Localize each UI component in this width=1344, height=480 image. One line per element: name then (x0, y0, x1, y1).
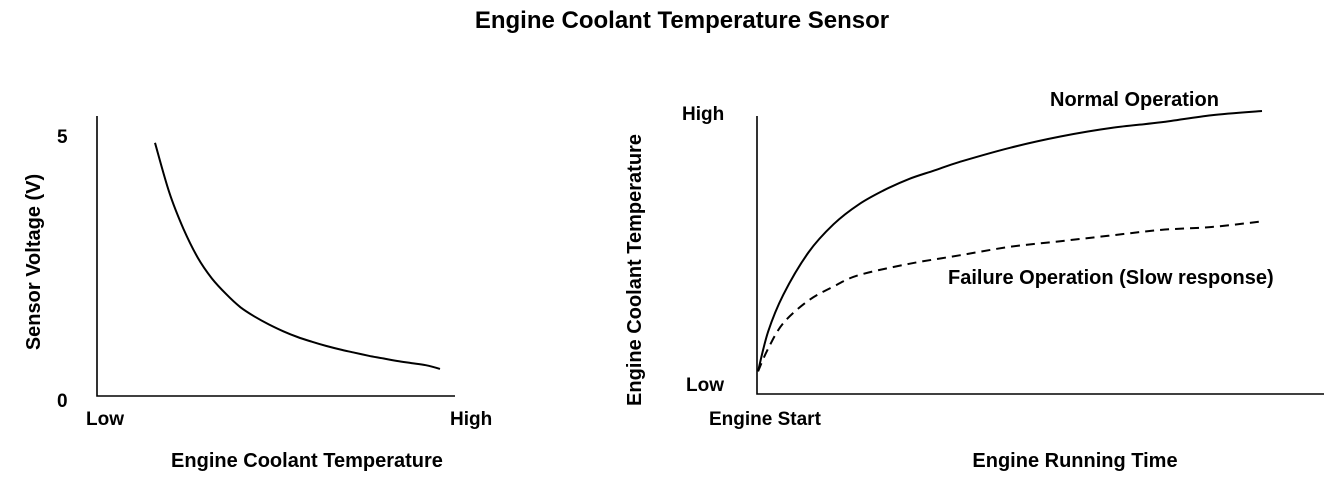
chart-title: Engine Coolant Temperature Sensor (475, 7, 889, 34)
normal-operation-curve (757, 110, 1263, 372)
left-y-tick-low: 0 (57, 391, 68, 412)
right-axes (756, 116, 1324, 395)
normal-operation-label: Normal Operation (1050, 89, 1219, 111)
left-y-tick-high: 5 (57, 127, 68, 148)
failure-operation-curve (757, 220, 1263, 372)
left-x-tick-high: High (450, 409, 492, 430)
left-x-axis-label: Engine Coolant Temperature (171, 450, 443, 472)
right-x-axis-label: Engine Running Time (972, 450, 1177, 472)
left-axes (96, 116, 455, 397)
failure-operation-label: Failure Operation (Slow response) (948, 267, 1274, 289)
right-y-tick-low: Low (686, 375, 724, 396)
right-chart: High Low Engine Start Engine Running Tim… (624, 89, 1324, 472)
right-x-tick-engine-start: Engine Start (709, 409, 822, 430)
right-y-axis-label: Engine Coolant Temperature (624, 134, 646, 406)
left-chart: 5 0 Low High Engine Coolant Temperature … (23, 116, 492, 472)
left-y-axis-label: Sensor Voltage (V) (23, 174, 45, 350)
sensor-voltage-curve (154, 142, 441, 370)
left-x-tick-low: Low (86, 409, 124, 430)
right-y-tick-high: High (682, 104, 724, 125)
